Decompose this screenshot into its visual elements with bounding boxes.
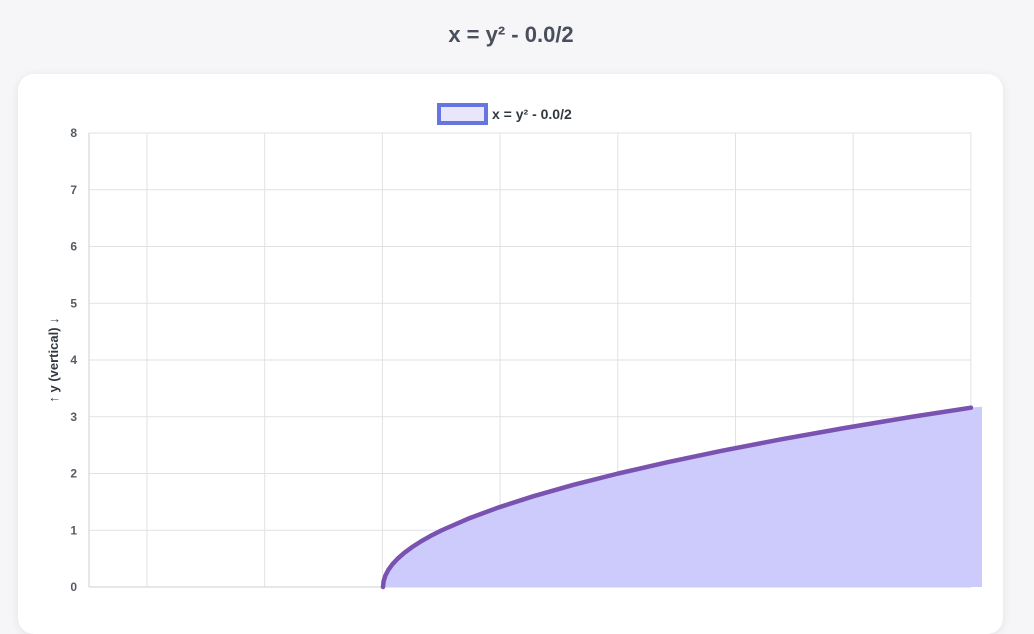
page-title: x = y² - 0.0/2 [448,22,574,47]
series-line [380,405,974,590]
y-tick-label: 0 [70,580,77,594]
y-tick-label: 4 [70,353,77,367]
y-tick-label: 7 [70,183,77,197]
y-tick-label: 6 [70,240,77,254]
y-axis-title: ↑ y (vertical) ↓ [46,317,61,402]
y-tick-label: 3 [70,410,77,424]
series-area-fill [383,406,982,587]
y-tick-labels: 0 1 2 3 4 5 6 7 8 [70,126,77,594]
y-tick-label: 1 [70,523,77,537]
legend[interactable]: x = y² - 0.0/2 [437,103,572,125]
y-tick-label: 5 [70,296,77,310]
y-tick-label: 8 [70,126,77,140]
area-layer [380,405,982,590]
chart-svg: 0 1 2 3 4 5 6 7 8 x = y² - 0.0/2 ↑ y (vertical) … [46,103,982,594]
y-tick-label: 2 [70,467,77,481]
legend-swatch [437,103,488,125]
legend-label: x = y² - 0.0/2 [492,106,572,122]
